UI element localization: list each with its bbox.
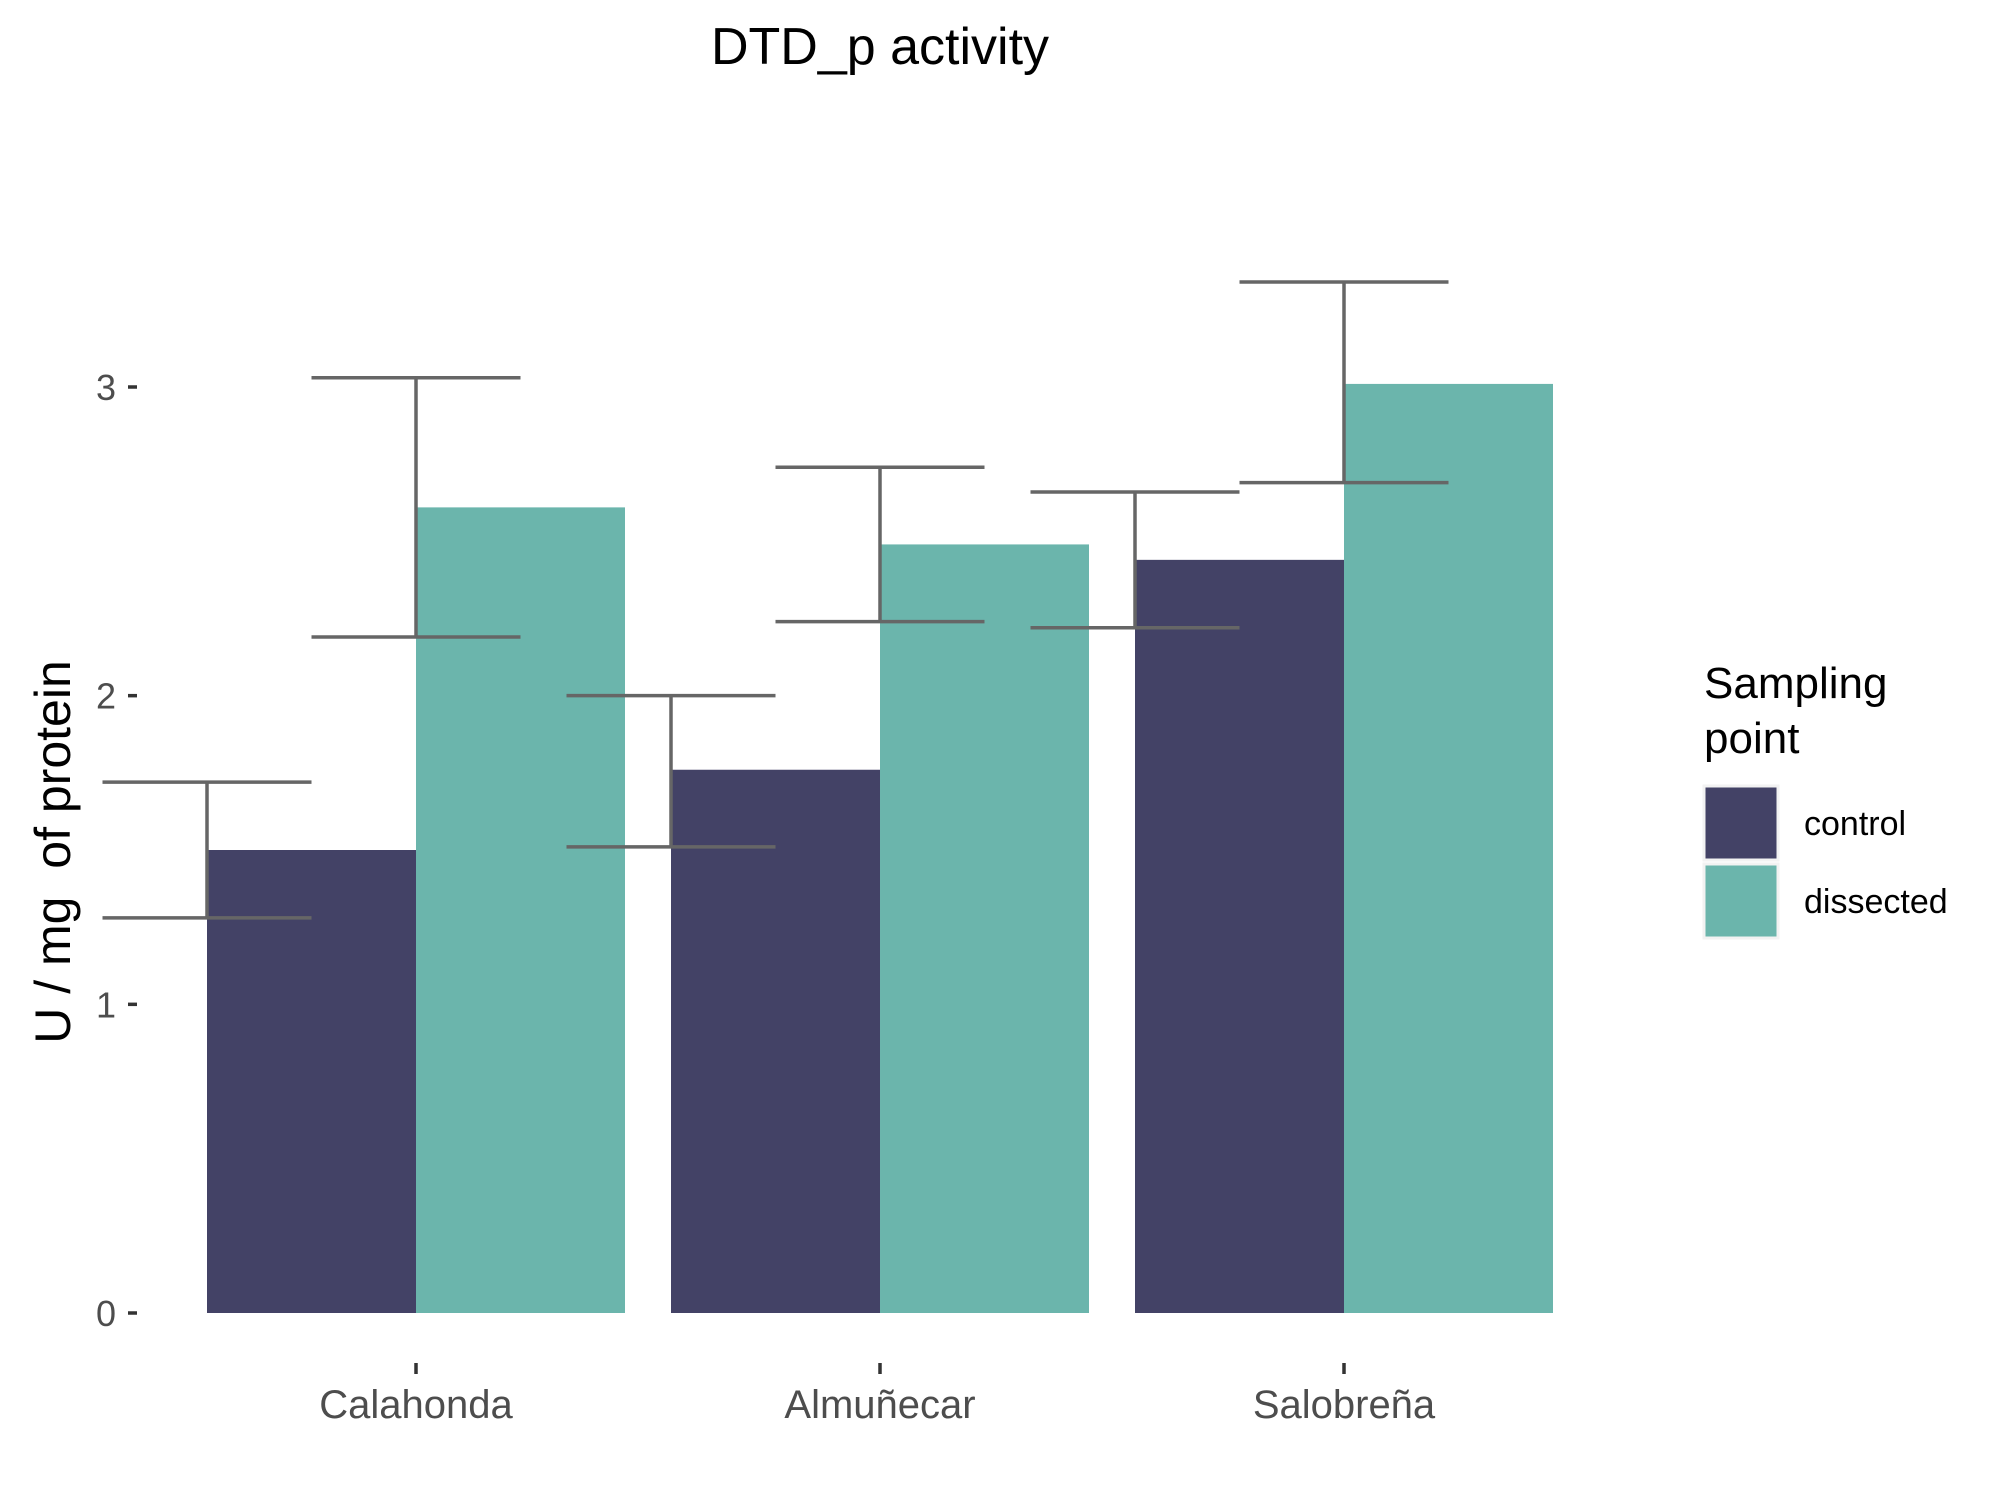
chart-title: DTD_p activity — [711, 18, 1049, 76]
x-tick-label-Almuñecar: Almuñecar — [784, 1383, 975, 1427]
x-tick-label-Calahonda: Calahonda — [319, 1383, 513, 1427]
bar-control-Salobreña — [1135, 559, 1344, 1313]
error-bar-control-Calahonda — [102, 780, 312, 920]
bar-dissected-Calahonda — [416, 507, 625, 1313]
error-bar-control-Almuñecar — [566, 693, 776, 849]
legend-item-dissected: dissected — [1702, 862, 1948, 940]
legend-item-control: control — [1702, 784, 1906, 862]
legend-label-control: control — [1804, 805, 1906, 843]
y-tick-label-1: 1 — [96, 984, 116, 1025]
x-axis: Calahonda Almuñecar Salobreña — [319, 1363, 1436, 1427]
error-bar-control-Salobreña — [1030, 490, 1240, 630]
y-axis-label: U / mg of protein — [25, 660, 81, 1044]
legend-label-dissected: dissected — [1804, 883, 1948, 921]
error-bar-dissected-Almuñecar — [775, 465, 985, 624]
error-bar-dissected-Salobreña — [1239, 280, 1449, 485]
bar-dissected-Almuñecar — [880, 544, 1089, 1313]
y-axis: 0 1 2 3 — [96, 367, 137, 1334]
legend: Sampling point control dissected — [1702, 659, 1948, 940]
y-tick-label-2: 2 — [96, 676, 116, 717]
x-tick-label-Salobreña: Salobreña — [1253, 1383, 1436, 1427]
y-tick-label-3: 3 — [96, 367, 116, 408]
error-bars-layer — [102, 280, 1449, 920]
legend-key-dissected — [1702, 862, 1780, 940]
bar-dissected-Salobreña — [1344, 383, 1553, 1313]
y-tick-label-0: 0 — [96, 1293, 116, 1334]
legend-key-control — [1702, 784, 1780, 862]
legend-title-line: Sampling — [1704, 659, 1887, 708]
bar-control-Calahonda — [207, 850, 416, 1313]
bar-control-Almuñecar — [671, 769, 880, 1313]
error-bar-dissected-Calahonda — [311, 375, 521, 639]
legend-title-line: point — [1704, 714, 1799, 763]
bars-layer — [207, 383, 1553, 1313]
